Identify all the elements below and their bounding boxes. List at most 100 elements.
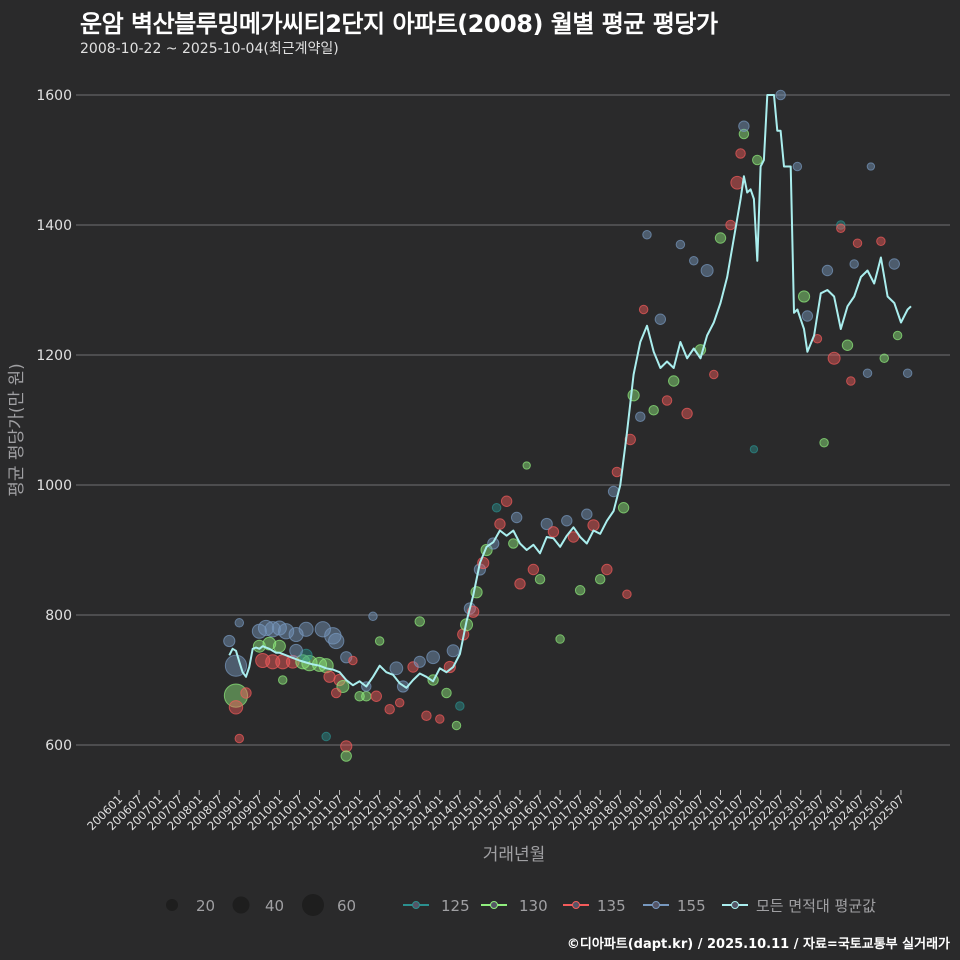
scatter-point-135 xyxy=(330,687,342,699)
y-tick-label: 1400 xyxy=(36,218,72,234)
scatter-point-155 xyxy=(368,611,378,622)
source-credit: ©디아파트(dapt.kr) / 2025.10.11 / 자료=국토교통부 실… xyxy=(566,937,950,952)
y-tick-label: 1600 xyxy=(36,88,72,104)
scatter-point-135 xyxy=(348,655,358,666)
scatter-point-130 xyxy=(555,634,565,644)
scatter-point-130 xyxy=(648,405,659,416)
chart-title: 운암 벽산블루밍메가씨티2단지 아파트(2008) 월별 평균 평당가 xyxy=(80,10,718,38)
legend-item-135[interactable]: 135 xyxy=(563,897,626,915)
legend-item-130[interactable]: 130 xyxy=(481,897,548,915)
scatter-point-155 xyxy=(689,256,699,266)
scatter-point-155 xyxy=(866,162,876,171)
legend-label: 155 xyxy=(677,897,706,915)
scatter-point-155 xyxy=(792,161,803,172)
scatter-point-135 xyxy=(852,238,863,248)
scatter-point-130 xyxy=(534,574,546,585)
scatter-point-135 xyxy=(876,236,886,246)
legend-label: 135 xyxy=(597,897,626,915)
scatter-point-130 xyxy=(374,636,385,646)
scatter-point-155 xyxy=(902,368,913,378)
scatter-point-125 xyxy=(455,701,465,711)
scatter-point-155 xyxy=(446,644,460,658)
legend-item-avg[interactable]: 모든 면적대 평균값 xyxy=(722,897,876,915)
scatter-point-135 xyxy=(421,710,432,721)
scatter-point-155 xyxy=(277,623,295,640)
scatter-point-155 xyxy=(821,264,834,277)
scatter-point-155 xyxy=(257,619,275,637)
legend-marker-icon xyxy=(490,901,498,909)
scatter-point-125 xyxy=(491,503,502,513)
scatter-point-135 xyxy=(661,395,673,406)
y-tick-label: 1200 xyxy=(36,348,72,364)
x-axis: 2006012006072007012007072008012008072009… xyxy=(84,790,907,833)
scatter-point-130 xyxy=(617,502,630,514)
scatter-point-130 xyxy=(819,438,829,448)
scatter-point-135 xyxy=(601,563,613,576)
scatter-point-135 xyxy=(527,563,540,576)
y-tick-label: 600 xyxy=(45,738,72,754)
scatter-point-130 xyxy=(594,574,606,585)
legend: 20 40 60 125 130 135 155 모든 면적대 평균값 xyxy=(166,894,876,916)
size-legend-label: 40 xyxy=(265,897,284,915)
scatter-point-135 xyxy=(622,589,632,599)
scatter-point-135 xyxy=(681,407,693,420)
scatter-point-135 xyxy=(547,526,560,538)
size-legend-icon xyxy=(302,894,324,916)
scatter-point-130 xyxy=(892,330,903,341)
scatter-point-125 xyxy=(321,731,331,742)
scatter-point-135 xyxy=(394,698,405,708)
scatter-point-135 xyxy=(443,660,456,674)
scatter-point-135 xyxy=(836,223,846,233)
scatter-point-135 xyxy=(587,519,600,532)
scatter-point-135 xyxy=(567,531,580,543)
scatter-point-135 xyxy=(611,466,623,478)
scatter-point-155 xyxy=(510,511,523,524)
scatter-point-130 xyxy=(277,675,288,685)
scatter-point-130 xyxy=(272,639,286,653)
scatter-point-155 xyxy=(426,650,440,665)
scatter-point-155 xyxy=(540,517,553,531)
scatter-point-135 xyxy=(709,369,719,380)
scatter-point-135 xyxy=(494,518,506,530)
size-legend-icon xyxy=(166,899,178,911)
scatter-point-155 xyxy=(801,310,814,322)
scatter-point-135 xyxy=(340,740,353,753)
scatter-point-155 xyxy=(389,661,404,676)
legend-item-125[interactable]: 125 xyxy=(403,897,470,915)
scatter-point-155 xyxy=(581,508,593,520)
scatter-point-130 xyxy=(797,290,811,303)
scatter-point-155 xyxy=(234,618,245,628)
scatter-point-155 xyxy=(642,230,652,240)
scatter-point-135 xyxy=(735,148,746,159)
scatter-point-130 xyxy=(451,720,462,731)
legend-marker-icon xyxy=(572,901,580,909)
scatter-point-125 xyxy=(749,445,759,454)
scatter-point-155 xyxy=(487,537,500,550)
scatter-point-130 xyxy=(414,616,425,627)
legend-label: 130 xyxy=(519,897,548,915)
y-tick-label: 1000 xyxy=(36,478,72,494)
scatter-point-135 xyxy=(514,578,526,590)
scatter-point-135 xyxy=(323,670,336,683)
size-legend-label: 60 xyxy=(337,897,356,915)
legend-item-155[interactable]: 155 xyxy=(643,897,706,915)
size-legend-icon xyxy=(232,896,250,914)
scatter-point-135 xyxy=(846,376,856,386)
scatter-point-155 xyxy=(862,368,873,378)
y-axis-label: 평균 평당가(만 원) xyxy=(7,363,27,497)
x-axis-label: 거래년월 xyxy=(483,845,546,865)
scatter-point-130 xyxy=(627,389,640,402)
scatter-point-155 xyxy=(561,515,573,527)
size-legend-label: 20 xyxy=(196,897,215,915)
scatter-point-155 xyxy=(675,239,686,250)
scatter-point-135 xyxy=(228,700,244,715)
legend-marker-icon xyxy=(652,901,660,909)
scatter-point-130 xyxy=(841,339,854,351)
scatter-point-135 xyxy=(435,714,445,724)
scatter-point-130 xyxy=(574,585,586,596)
scatter-point-155 xyxy=(298,621,314,637)
scatter-point-130 xyxy=(752,154,763,166)
scatter-point-155 xyxy=(849,259,859,269)
legend-label: 모든 면적대 평균값 xyxy=(756,897,876,915)
